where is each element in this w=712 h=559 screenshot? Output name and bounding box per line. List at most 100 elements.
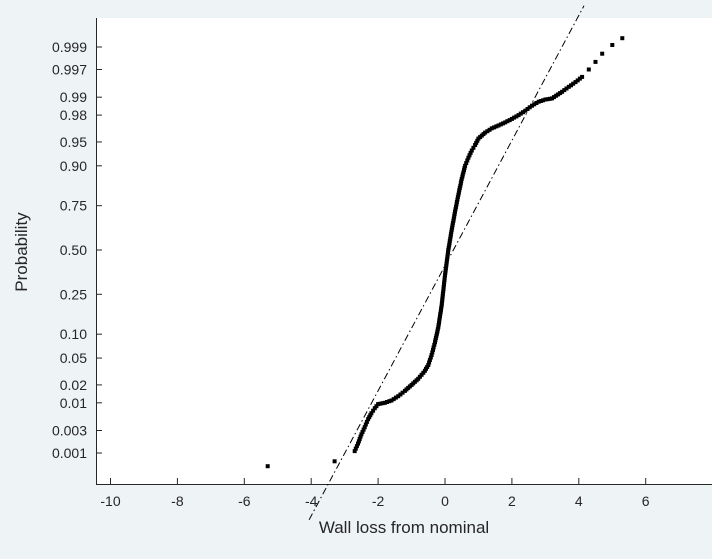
data-point	[534, 101, 539, 105]
data-point	[441, 287, 446, 292]
data-point	[487, 127, 492, 132]
plot-area	[96, 18, 712, 484]
data-point	[547, 96, 552, 101]
y-axis-ticks: 0.001 0.003 0.01 0.02 0.05 0.10 0.25 0.50 0.75 0.…	[52, 39, 102, 461]
data-point	[489, 126, 494, 131]
x-tick-label: 6	[642, 493, 650, 509]
data-point	[456, 190, 461, 195]
data-point	[434, 331, 439, 336]
data-point	[442, 277, 447, 282]
data-point	[352, 449, 357, 454]
data-point	[620, 36, 625, 41]
data-point	[610, 43, 615, 47]
data-point	[393, 395, 398, 400]
data-point	[443, 268, 448, 273]
data-point	[516, 113, 521, 118]
data-point	[514, 114, 519, 119]
data-point	[438, 312, 443, 316]
data-point	[359, 432, 364, 437]
data-point	[444, 264, 449, 269]
data-point	[538, 99, 543, 103]
data-point	[374, 404, 379, 409]
data-point	[436, 325, 441, 330]
data-point	[440, 294, 445, 299]
data-point	[354, 444, 359, 449]
data-point	[501, 121, 505, 126]
x-tick-label: 0	[441, 493, 449, 509]
data-point	[459, 177, 464, 181]
data-point	[439, 305, 444, 310]
data-point	[435, 329, 440, 334]
data-point	[543, 97, 548, 102]
data-point	[474, 140, 479, 145]
data-point	[577, 76, 582, 81]
data-point	[580, 74, 585, 79]
data-point	[473, 143, 478, 147]
data-point	[433, 340, 437, 345]
data-point	[462, 166, 467, 170]
y-axis-title: Probability	[12, 212, 31, 292]
data-point	[475, 138, 480, 143]
y-tick-label: 0.95	[60, 134, 87, 150]
y-tick-label: 0.99	[60, 89, 87, 105]
data-point	[440, 296, 445, 301]
data-point	[461, 170, 466, 175]
data-point	[467, 153, 472, 158]
data-point	[494, 124, 499, 129]
data-point	[265, 464, 270, 469]
x-tick-label: 2	[508, 493, 516, 509]
data-point	[441, 289, 446, 294]
x-tick-label: -6	[238, 493, 251, 509]
data-point	[541, 98, 546, 103]
data-point	[447, 243, 452, 248]
data-point	[458, 183, 463, 188]
data-point	[369, 411, 374, 416]
data-point	[433, 338, 438, 343]
x-tick-label: -10	[100, 493, 120, 509]
data-point	[431, 345, 436, 350]
x-tick-label: -2	[372, 493, 385, 509]
data-point	[509, 116, 514, 121]
data-point	[358, 434, 363, 439]
y-tick-label: 0.01	[60, 395, 87, 411]
data-point	[562, 88, 567, 93]
data-point	[496, 123, 501, 128]
data-point	[453, 207, 458, 212]
data-point	[440, 298, 445, 303]
data-point	[483, 130, 488, 135]
data-point	[453, 209, 457, 214]
data-point	[427, 360, 432, 365]
data-point	[527, 105, 532, 110]
data-point	[443, 271, 448, 275]
data-point	[466, 155, 471, 160]
data-point	[363, 422, 368, 427]
data-point	[362, 425, 367, 430]
data-point	[448, 232, 453, 237]
data-point	[442, 282, 446, 287]
data-point	[564, 86, 569, 91]
data-point	[454, 204, 458, 209]
data-point	[505, 119, 510, 124]
data-point	[357, 437, 362, 441]
data-point	[521, 110, 525, 115]
data-point	[455, 195, 460, 200]
data-point	[432, 342, 437, 347]
data-point	[454, 202, 459, 207]
data-point	[441, 284, 446, 289]
y-tick-label: 0.50	[60, 242, 87, 258]
y-tick-label: 0.75	[60, 198, 87, 214]
data-point	[457, 186, 462, 190]
data-point	[445, 257, 450, 262]
data-point	[593, 59, 598, 64]
data-point	[436, 323, 441, 327]
data-point	[445, 252, 450, 257]
data-point	[356, 441, 360, 446]
data-point	[447, 241, 452, 246]
data-point	[450, 225, 455, 230]
data-point	[454, 200, 459, 204]
data-point	[507, 118, 512, 123]
y-tick-label: 0.98	[60, 107, 87, 123]
data-point	[439, 303, 444, 308]
data-point	[449, 227, 454, 232]
data-point	[428, 355, 433, 360]
